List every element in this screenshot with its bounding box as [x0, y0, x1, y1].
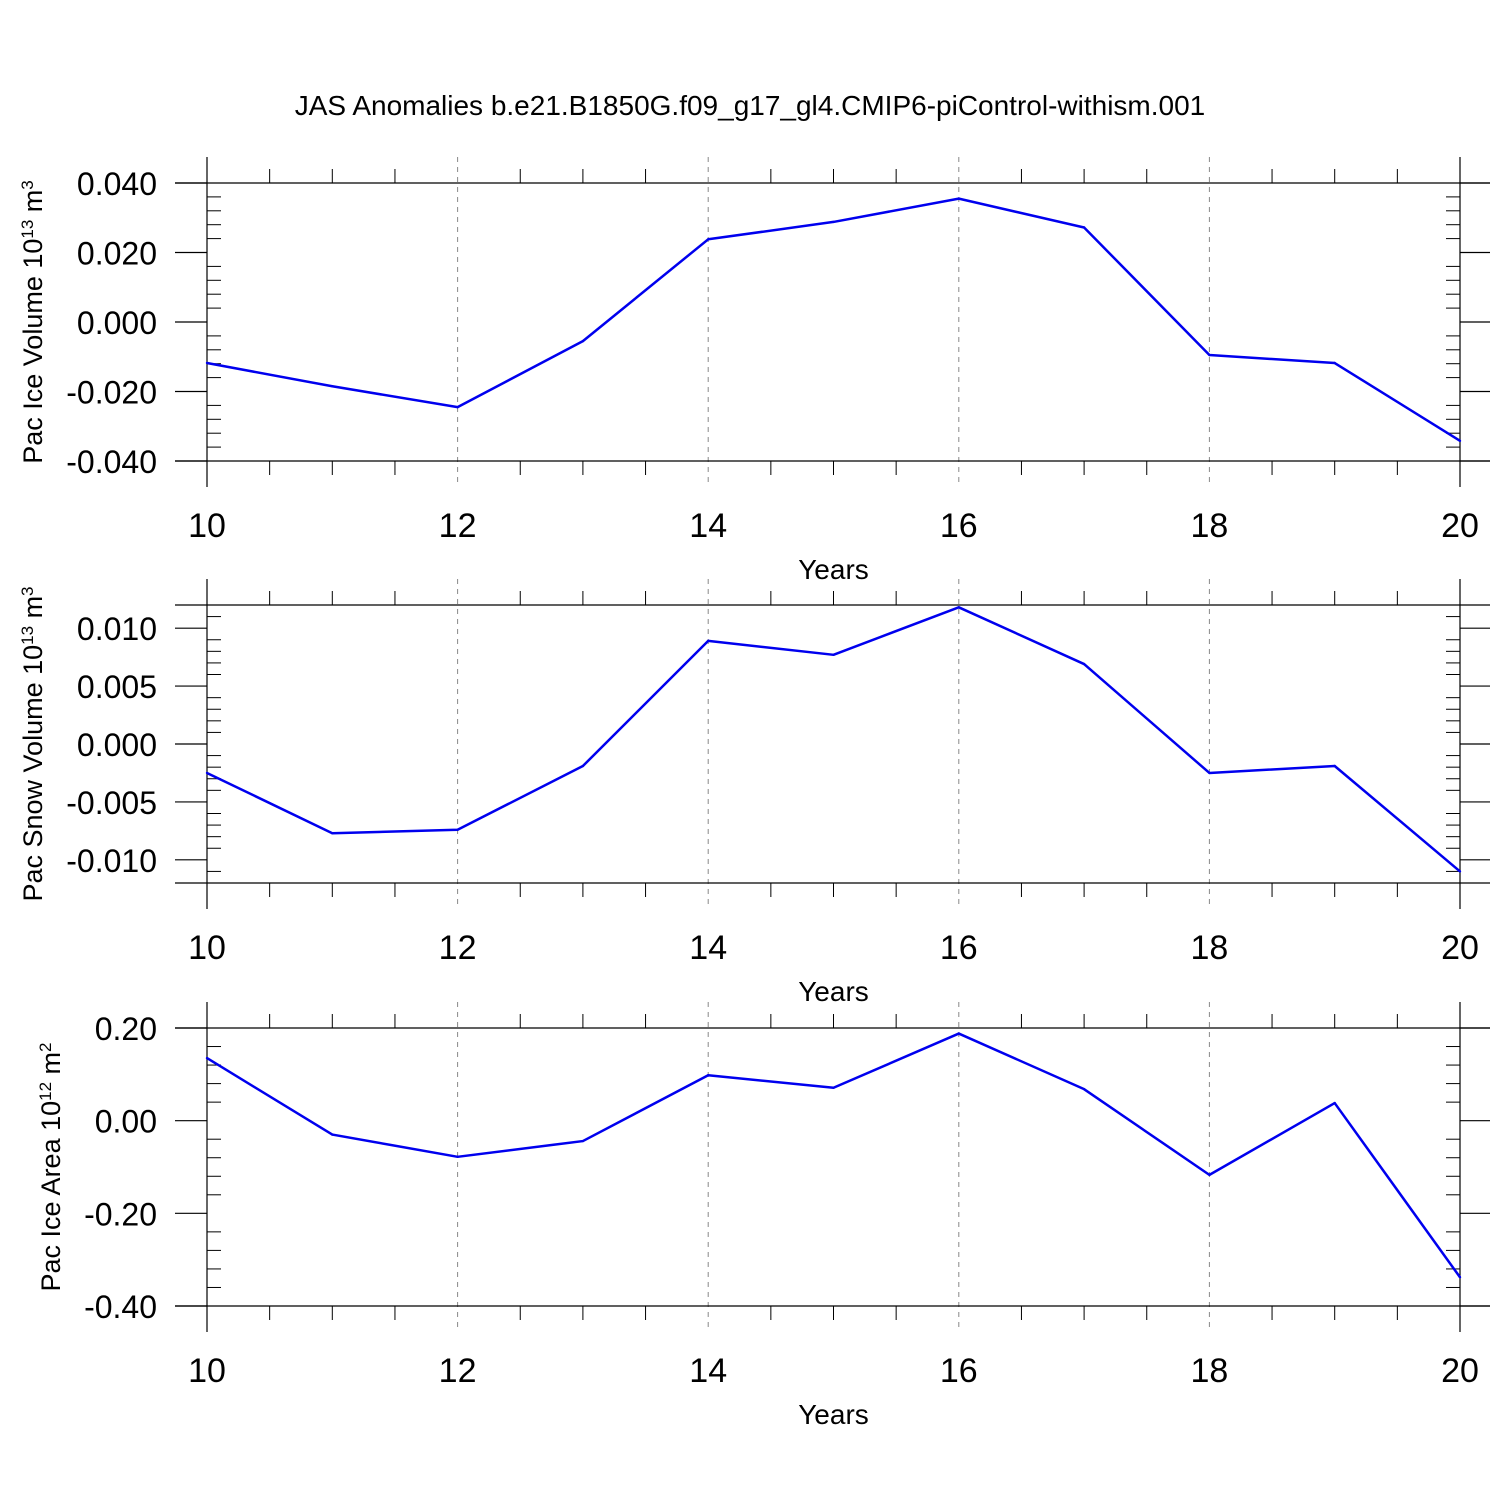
panel-1-ytick-label: 0.000	[77, 305, 157, 341]
panel-3-ytick-label: 0.20	[95, 1011, 157, 1047]
panel-1-data-point	[581, 339, 585, 343]
panel-2-xtick-label: 20	[1441, 929, 1479, 967]
panel-3-data-point	[581, 1139, 585, 1143]
panel-2-data-point	[456, 828, 459, 831]
panel-2-xtick-label: 12	[439, 929, 477, 967]
panel-3-data-point	[1082, 1087, 1086, 1091]
panel-2-xtick-label: 18	[1190, 929, 1228, 967]
panel-2-ytick-label: -0.010	[66, 843, 157, 879]
panel-2-data-point	[581, 764, 585, 768]
panel-3-ytick-label: -0.20	[84, 1196, 157, 1232]
panel-1-ytick-label: -0.020	[66, 375, 157, 411]
panel-2-xtick-label: 16	[940, 929, 978, 967]
panel-1-data-point	[1458, 439, 1462, 443]
panel-2-ylabel: Pac Snow Volume 1013 m3	[18, 586, 49, 901]
panel-2-data-point	[707, 639, 710, 643]
panel-2-data-point	[205, 771, 209, 775]
panel-2-xtick-label: 10	[188, 929, 226, 967]
panel-3-ytick-label: -0.40	[84, 1289, 157, 1325]
panel-3-data-point	[456, 1155, 459, 1159]
panel-2-data-point	[957, 606, 960, 609]
panel-1-xtick-label: 14	[689, 507, 727, 545]
panel-3-ytick-label: 0.00	[95, 1104, 157, 1140]
panel-3-xtick-label: 10	[188, 1352, 226, 1390]
panel-1-data-point	[205, 361, 209, 365]
panel-3-data-point	[832, 1086, 835, 1089]
panel-3-xtick-label: 20	[1441, 1352, 1479, 1390]
panel-1-xlabel: Years	[798, 554, 869, 585]
panel-1-xtick-label: 10	[188, 507, 226, 545]
panel-2-series-line	[206, 606, 1461, 873]
panel-1-data-point	[1333, 361, 1336, 365]
figure-title: JAS Anomalies b.e21.B1850G.f09_g17_gl4.C…	[294, 90, 1206, 121]
panel-2-ytick-label: 0.010	[77, 611, 157, 647]
panel-1-xtick-label: 16	[940, 507, 978, 545]
panel-2-data-point	[1458, 870, 1462, 873]
panel-2-ytick-label: 0.000	[77, 727, 157, 763]
panel-3-xtick-label: 16	[940, 1352, 978, 1390]
panel-1-data-point	[456, 405, 459, 409]
panel-3-xtick-label: 18	[1190, 1352, 1228, 1390]
panel-1-xtick-label: 18	[1190, 507, 1228, 545]
panel-2-ytick-label: 0.005	[77, 669, 157, 705]
panel-2-ytick-label: -0.005	[66, 785, 157, 821]
panel-1-series-line	[206, 197, 1461, 442]
panel-1-data-point	[1082, 226, 1086, 229]
panel-1-data-point	[707, 238, 710, 241]
panel-2-xtick-label: 14	[689, 929, 727, 967]
panel-1-data-point	[957, 197, 960, 200]
panel-3-xtick-label: 14	[689, 1352, 727, 1390]
panel-3-ylabel: Pac Ice Area 1012 m2	[36, 1042, 67, 1291]
panel-2-data-point	[1333, 764, 1336, 768]
panel-3-data-point	[1333, 1101, 1336, 1105]
panel-3-data-point	[1458, 1276, 1462, 1279]
panel-3-data-point	[331, 1133, 334, 1136]
panel-3-data-point	[957, 1032, 960, 1035]
panel-1-ytick-label: 0.020	[77, 236, 157, 272]
panel-1-data-point	[832, 220, 835, 224]
panel-1-data-point	[331, 385, 334, 388]
panel-3-series-line	[206, 1032, 1462, 1279]
panel-2-data-point	[1082, 662, 1086, 666]
panel-2-data-point	[832, 653, 835, 657]
panel-1-ytick-label: 0.040	[77, 166, 157, 202]
panel-1-ytick-label: -0.040	[66, 444, 157, 480]
panel-3-xlabel: Years	[798, 1399, 869, 1430]
panel-3-data-point	[1208, 1173, 1211, 1177]
panel-2-xlabel: Years	[798, 976, 869, 1007]
panel-1-ylabel: Pac Ice Volume 1013 m3	[18, 180, 49, 464]
panel-3-data-point	[707, 1074, 710, 1077]
panel-1-xtick-label: 20	[1441, 507, 1479, 545]
panel-3-xtick-label: 12	[439, 1352, 477, 1390]
panel-2-data-point	[331, 831, 334, 835]
panel-3-data-point	[205, 1056, 209, 1060]
panel-1-data-point	[1208, 353, 1211, 357]
panel-2-data-point	[1208, 771, 1211, 775]
panel-1-xtick-label: 12	[439, 507, 477, 545]
